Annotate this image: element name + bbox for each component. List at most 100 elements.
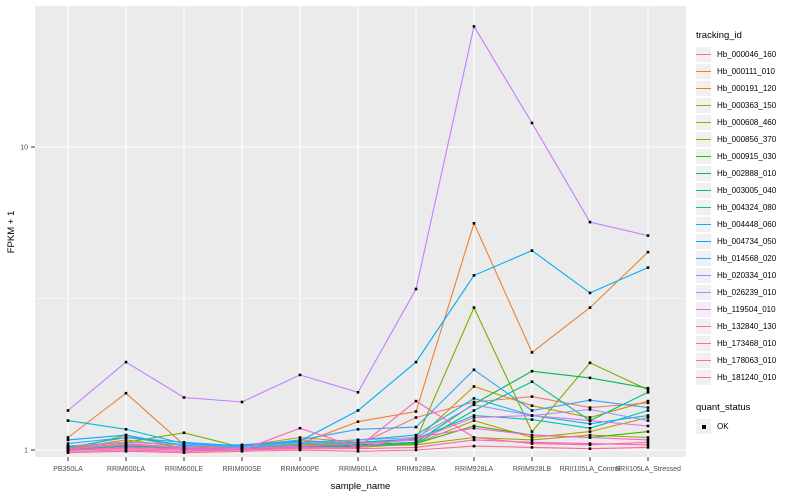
legend-item-label: Hb_000191_120 <box>717 84 777 93</box>
line-swatch-icon <box>696 173 711 174</box>
x-tick-label: RRII105LA_Control <box>560 466 621 473</box>
x-tick-label: RRIM928BA <box>397 466 436 473</box>
y-tick-label: 1 <box>24 448 28 455</box>
legend-item-label: Hb_020334_010 <box>717 271 777 280</box>
legend-item: Hb_173468_010 <box>696 335 800 352</box>
legend-key <box>696 302 711 317</box>
axis-ticks <box>31 146 649 461</box>
legend-item-label: Hb_181240_010 <box>717 373 777 382</box>
line-swatch-icon <box>696 88 711 89</box>
legend-key <box>696 268 711 283</box>
legend-key <box>696 64 711 79</box>
x-tick-label: RRIM928LA <box>455 466 493 473</box>
legend-key <box>696 47 711 62</box>
legend-item-label: Hb_000856_370 <box>717 135 777 144</box>
legend-item-label: Hb_132840_130 <box>717 322 777 331</box>
legend-key <box>696 200 711 215</box>
legend-key <box>696 217 711 232</box>
line-swatch-icon <box>696 71 711 72</box>
line-swatch-icon <box>696 207 711 208</box>
legend-item: Hb_119504_010 <box>696 301 800 318</box>
legend-key <box>696 285 711 300</box>
line-swatch-icon <box>696 309 711 310</box>
legend-quant-status: quant_status OK <box>696 402 800 435</box>
y-tick-label: 10 <box>20 145 28 152</box>
x-tick-label: RRIM600LA <box>107 466 145 473</box>
line-swatch-icon <box>696 292 711 293</box>
legend-item: Hb_000363_150 <box>696 97 800 114</box>
legend-item-label: Hb_004324_080 <box>717 203 777 212</box>
legend-item-label: Hb_003005_040 <box>717 186 777 195</box>
legend-item-label: Hb_004734_050 <box>717 237 777 246</box>
legend-key <box>696 419 711 434</box>
legend-item-list: Hb_000046_160 Hb_000111_010 Hb_000191_12… <box>696 46 800 386</box>
line-swatch-icon <box>696 190 711 191</box>
legend-item: Hb_020334_010 <box>696 267 800 284</box>
legend-title: tracking_id <box>696 30 742 41</box>
legend-item-label: Hb_000363_150 <box>717 101 777 110</box>
legend-item-label: Hb_000915_030 <box>717 152 777 161</box>
x-tick-label: RRIM600LE <box>165 466 203 473</box>
legend-item-label: Hb_000111_010 <box>717 67 775 76</box>
legend-item: Hb_004734_050 <box>696 233 800 250</box>
line-swatch-icon <box>696 156 711 157</box>
legend-item-label: Hb_173468_010 <box>717 339 777 348</box>
line-swatch-icon <box>696 139 711 140</box>
legend-key <box>696 353 711 368</box>
legend-item: Hb_181240_010 <box>696 369 800 386</box>
legend-key <box>696 115 711 130</box>
legend-key <box>696 319 711 334</box>
legend-item-label: Hb_178063_010 <box>717 356 777 365</box>
legend-item: Hb_000856_370 <box>696 131 800 148</box>
x-tick-label: RRII105LA_Stressed <box>615 466 681 473</box>
x-tick-label: RRIM600PE <box>281 466 320 473</box>
gridlines <box>35 6 686 457</box>
legend-item: Hb_000111_010 <box>696 63 800 80</box>
line-swatch-icon <box>696 326 711 327</box>
legend-title: quant_status <box>696 402 751 413</box>
legend-item-label: Hb_014568_020 <box>717 254 777 263</box>
data-point-markers <box>66 25 650 454</box>
legend-item: Hb_002888_010 <box>696 165 800 182</box>
legend-item: Hb_003005_040 <box>696 182 800 199</box>
legend-item-label: Hb_000608_460 <box>717 118 777 127</box>
legend-item-label: Hb_026239_010 <box>717 288 777 297</box>
line-swatch-icon <box>696 360 711 361</box>
legend-item: Hb_132840_130 <box>696 318 800 335</box>
legend-item: Hb_004324_080 <box>696 199 800 216</box>
legend-item: Hb_000915_030 <box>696 148 800 165</box>
legend-item: Hb_026239_010 <box>696 284 800 301</box>
line-swatch-icon <box>696 258 711 259</box>
line-swatch-icon <box>696 105 711 106</box>
legend-item-label: Hb_119504_010 <box>717 305 776 314</box>
x-tick-label: RRIM928LB <box>513 466 551 473</box>
line-swatch-icon <box>696 224 711 225</box>
x-tick-label: RRIM600SE <box>223 466 262 473</box>
x-tick-label: PB350LA <box>53 466 83 473</box>
legend-item: Hb_000608_460 <box>696 114 800 131</box>
legend-key <box>696 370 711 385</box>
y-axis-title: FPKM + 1 <box>6 211 17 254</box>
line-swatch-icon <box>696 377 711 378</box>
legend-key <box>696 166 711 181</box>
legend-key <box>696 98 711 113</box>
line-swatch-icon <box>696 54 711 55</box>
legend-item: Hb_014568_020 <box>696 250 800 267</box>
legend-key <box>696 234 711 249</box>
line-swatch-icon <box>696 241 711 242</box>
line-swatch-icon <box>696 122 711 123</box>
legend-key <box>696 149 711 164</box>
legend-key <box>696 251 711 266</box>
legend-key <box>696 183 711 198</box>
legend-item: Hb_004448_060 <box>696 216 800 233</box>
plot-panel <box>35 6 686 457</box>
legend-item-label: Hb_004448_060 <box>717 220 777 229</box>
legend-item-label: OK <box>717 422 729 431</box>
legend-item-label: Hb_002888_010 <box>717 169 777 178</box>
legend-item: Hb_000046_160 <box>696 46 800 63</box>
line-swatch-icon <box>696 343 711 344</box>
legend-item: Hb_000191_120 <box>696 80 800 97</box>
legend-tracking-id: tracking_id Hb_000046_160 Hb_000111_010 … <box>696 30 800 386</box>
legend-key <box>696 336 711 351</box>
